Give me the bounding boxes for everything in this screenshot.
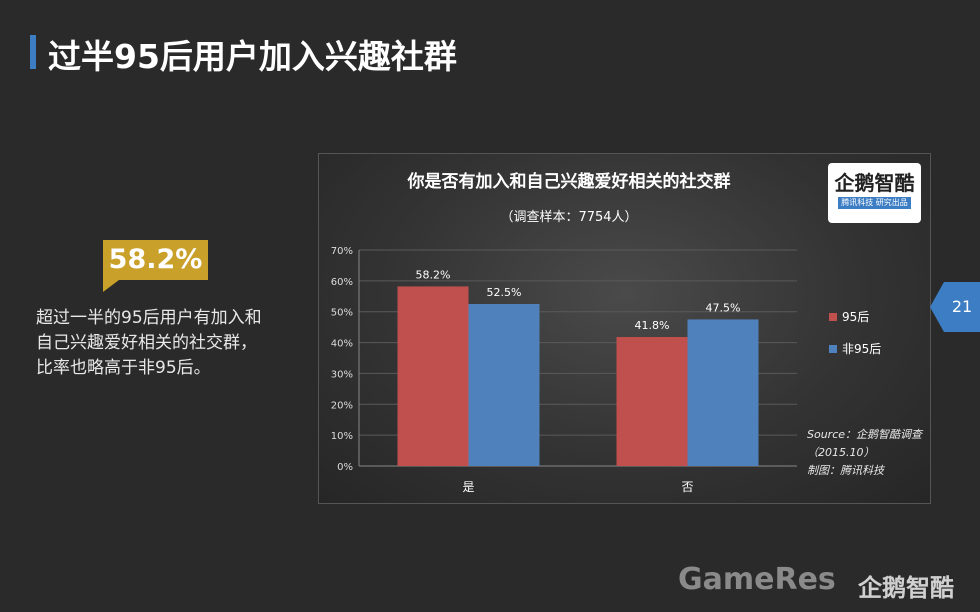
data-label: 47.5% <box>706 301 741 314</box>
y-tick-label: 70% <box>331 246 353 257</box>
highlight-value: 58.2% <box>108 244 203 275</box>
callout-tail <box>103 280 119 292</box>
source-note: Source：企鹅智酷调查 <box>807 428 924 441</box>
bar <box>468 304 540 466</box>
description: 超过一半的95后用户有加入和 自己兴趣爱好相关的社交群， 比率也略高于非95后。 <box>36 306 306 381</box>
logo: 企鹅智酷 腾讯科技 研究出品 <box>828 163 921 223</box>
x-tick-label: 否 <box>681 480 693 494</box>
chart-subtitle: （调查样本：7754人） <box>500 210 637 225</box>
source-note: （2015.10） <box>807 446 875 459</box>
legend-swatch <box>829 313 837 321</box>
logo-sub-band <box>838 197 911 209</box>
page-tab <box>944 282 980 332</box>
page-tab-arrow <box>930 282 944 332</box>
highlight-callout <box>103 240 208 280</box>
bar <box>616 337 688 466</box>
y-tick-label: 20% <box>331 400 353 411</box>
data-label: 58.2% <box>416 268 451 281</box>
legend-label: 非95后 <box>842 342 881 356</box>
watermark-text: GameRes <box>678 562 836 597</box>
y-tick-label: 60% <box>331 277 353 288</box>
watermark-brand: 企鹅智酷 <box>858 574 954 602</box>
bar <box>397 286 469 466</box>
y-tick-label: 0% <box>337 462 353 473</box>
source-note: 制图：腾讯科技 <box>807 464 886 477</box>
page-title: 过半95后用户加入兴趣社群 <box>48 37 457 76</box>
data-label: 52.5% <box>487 286 522 299</box>
x-tick-label: 是 <box>462 480 474 494</box>
bar-chart: 你是否有加入和自己兴趣爱好相关的社交群 （调查样本：7754人） 0% 10% 20% 3… <box>331 171 924 494</box>
y-tick-label: 50% <box>331 308 353 319</box>
logo-text: 企鹅智酷 <box>834 171 915 195</box>
data-label: 41.8% <box>635 319 670 332</box>
y-tick-label: 30% <box>331 369 353 380</box>
bar <box>687 319 759 466</box>
logo-sub-text: 腾讯科技 研究出品 <box>841 198 908 207</box>
chart-title: 你是否有加入和自己兴趣爱好相关的社交群 <box>407 171 731 192</box>
description-line: 比率也略高于非95后。 <box>36 358 211 378</box>
description-line: 超过一半的95后用户有加入和 <box>36 308 262 328</box>
y-tick-label: 10% <box>331 431 353 442</box>
title-accent-bar <box>30 35 36 69</box>
description-line: 自己兴趣爱好相关的社交群， <box>36 333 257 353</box>
legend-swatch <box>829 345 837 353</box>
page-number: 21 <box>951 297 973 316</box>
y-tick-label: 40% <box>331 339 353 350</box>
legend-label: 95后 <box>842 310 869 324</box>
